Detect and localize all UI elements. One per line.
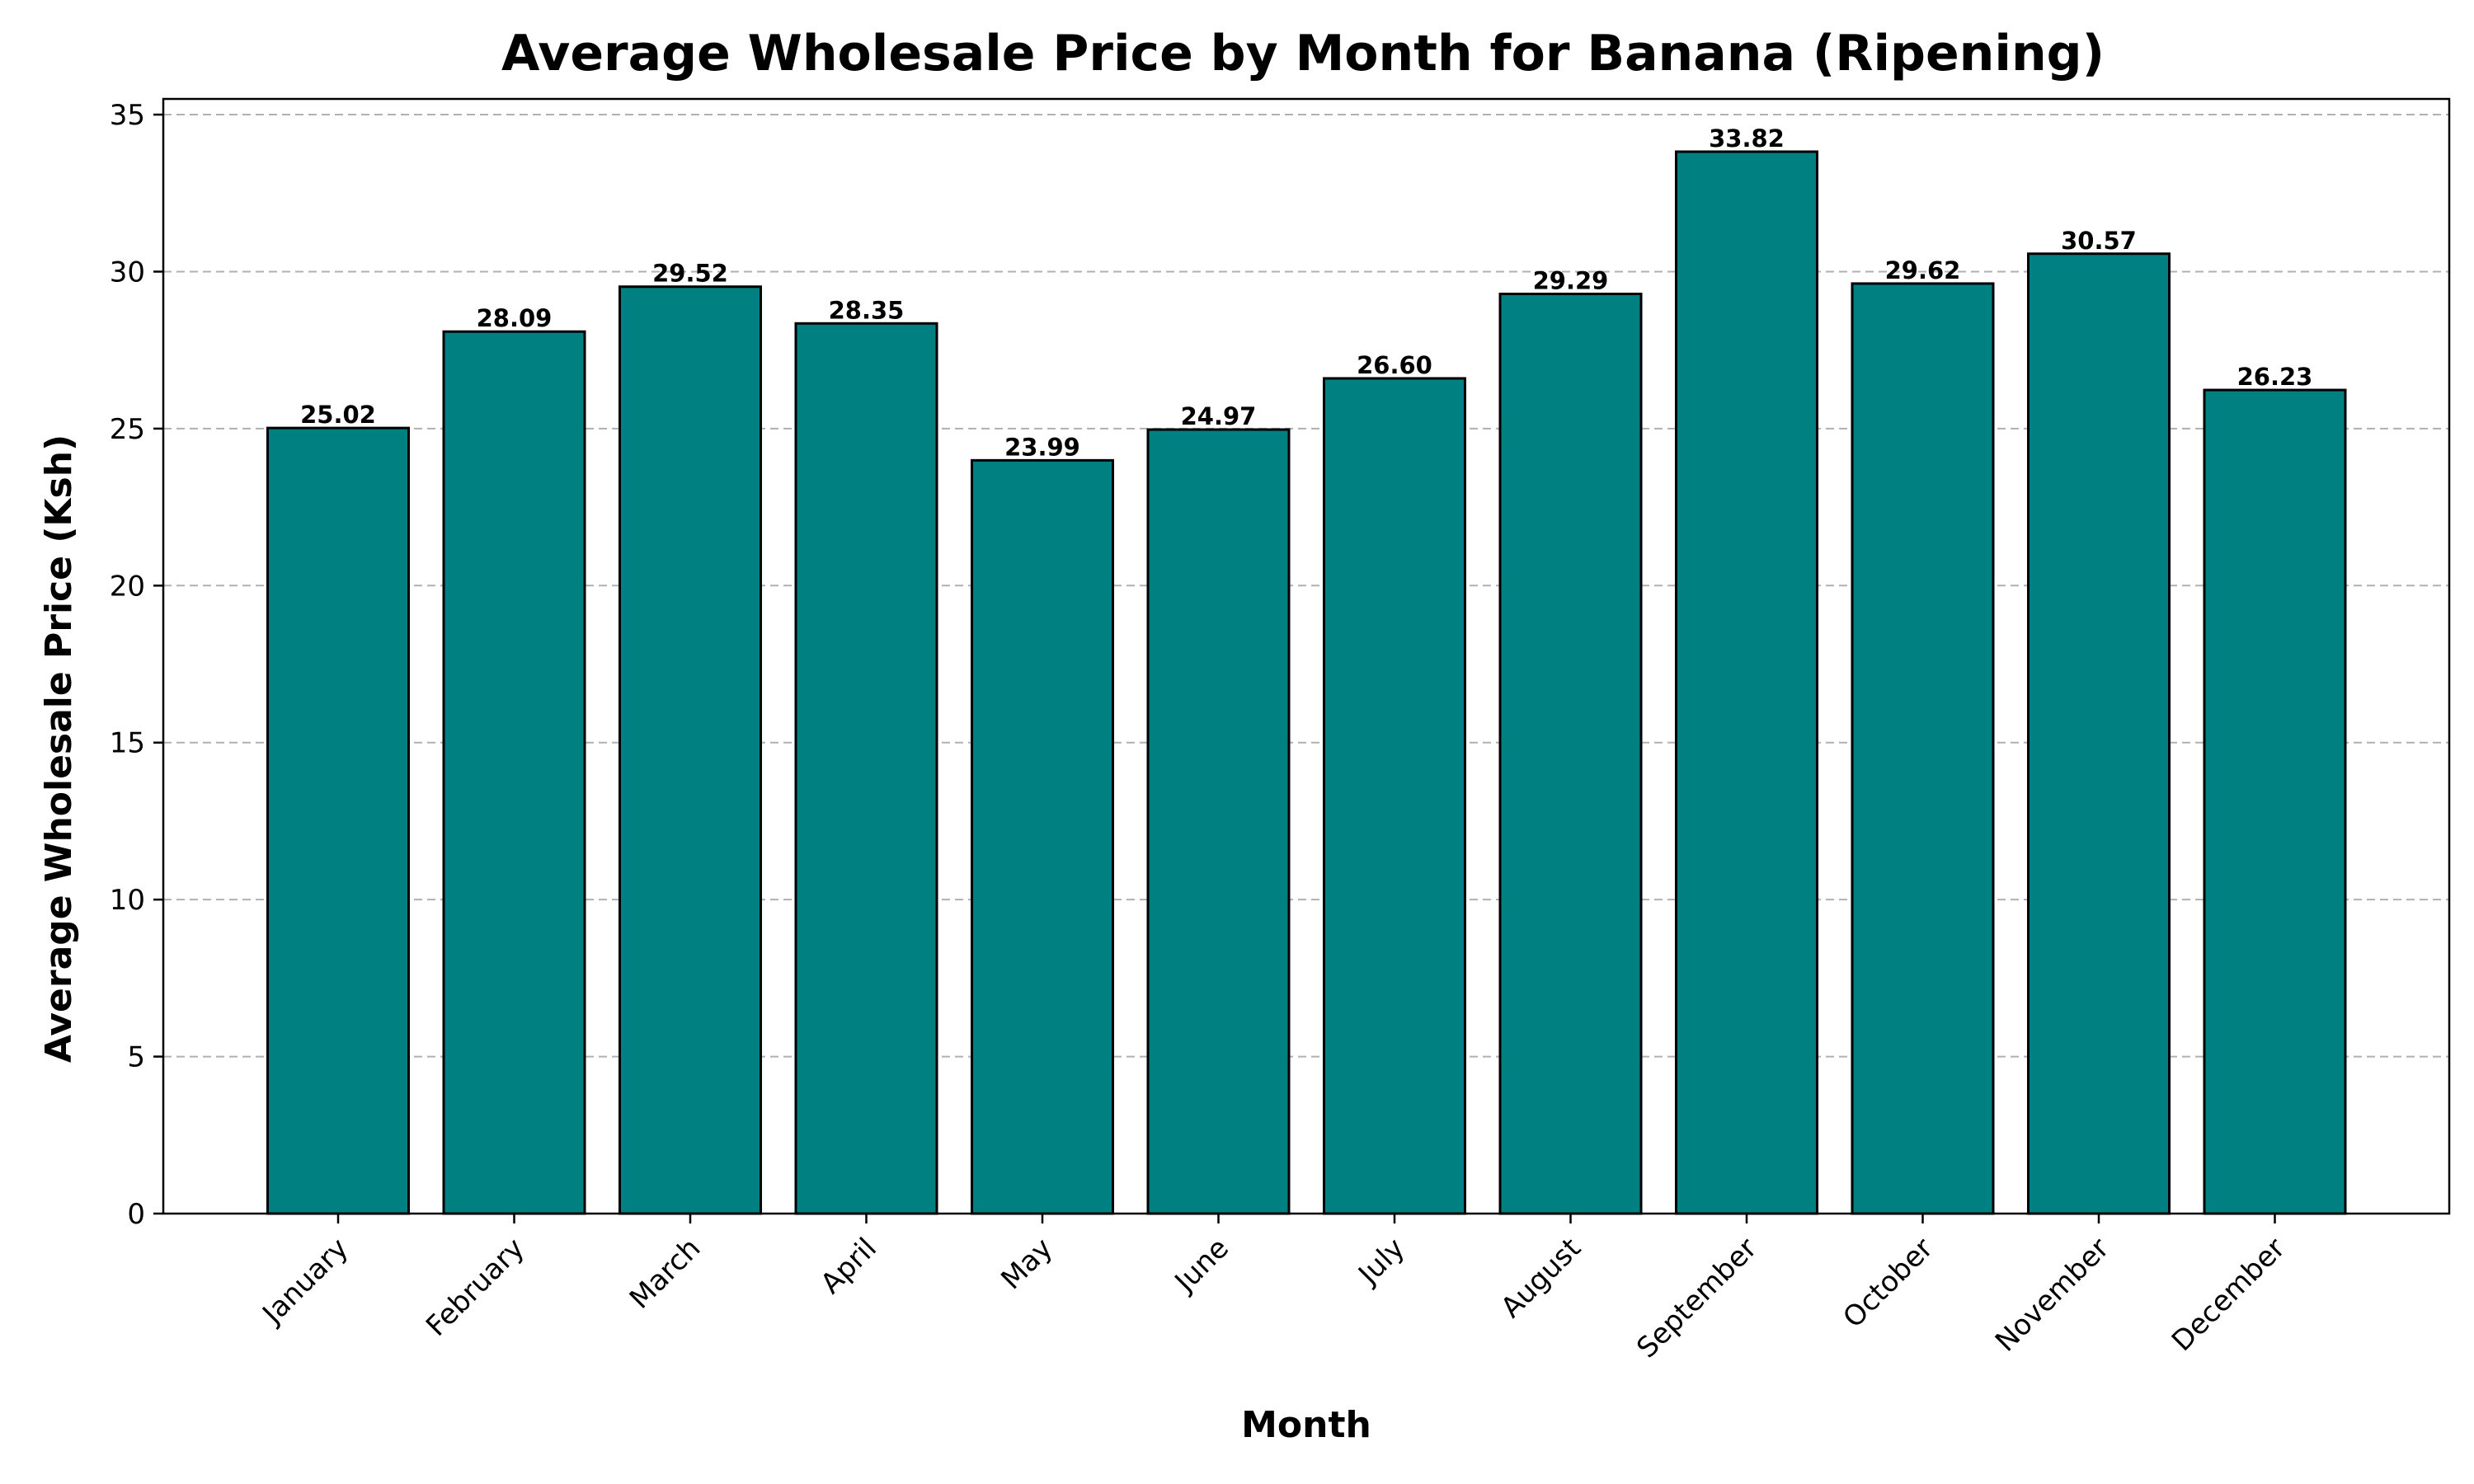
y-tick-label: 0 xyxy=(127,1198,145,1231)
bars xyxy=(266,150,2347,1215)
bar-value-label: 29.62 xyxy=(1885,256,1961,284)
bar-january xyxy=(266,426,410,1215)
x-axis-ticks: January February March April May June July Augu… xyxy=(256,1214,2292,1364)
bar-value-label: 26.23 xyxy=(2237,363,2313,391)
plot-area-frame xyxy=(162,97,2451,1215)
chart-title: Average Wholesale Price by Month for Ban… xyxy=(501,25,2105,82)
value-labels: 25.02 28.09 29.52 28.35 23.99 24.97 26.60 29.29… xyxy=(300,124,2312,461)
bar-value-label: 29.29 xyxy=(1533,267,1609,295)
y-axis-label: Average Wholesale Price (Ksh) xyxy=(38,434,80,1063)
bar-value-label: 30.57 xyxy=(2061,227,2137,255)
bar-june xyxy=(1146,428,1291,1215)
x-tick-label: July xyxy=(1351,1232,1411,1292)
bar-value-label: 24.97 xyxy=(1181,402,1257,430)
x-tick-label: March xyxy=(623,1232,708,1316)
bar-february xyxy=(442,330,586,1215)
y-tick-label: 20 xyxy=(110,570,145,603)
x-tick-label: October xyxy=(1837,1232,1940,1335)
bar-value-label: 28.09 xyxy=(477,304,553,332)
x-axis-label: Month xyxy=(1241,1404,1371,1446)
y-tick-label: 25 xyxy=(110,413,145,446)
bar-august xyxy=(1498,293,1643,1215)
x-tick-label: February xyxy=(420,1232,531,1343)
y-tick-label: 5 xyxy=(127,1041,145,1074)
bar-value-label: 28.35 xyxy=(829,296,905,324)
bar-october xyxy=(1851,282,1995,1215)
x-tick-label: August xyxy=(1494,1232,1587,1324)
bar-april xyxy=(794,322,938,1215)
y-axis-ticks: 0 5 10 15 20 25 30 35 xyxy=(110,99,163,1231)
x-tick-label: May xyxy=(995,1232,1059,1296)
x-tick-label: January xyxy=(256,1232,355,1331)
y-tick-label: 30 xyxy=(110,256,145,289)
bar-value-label: 26.60 xyxy=(1357,351,1432,379)
x-tick-label: November xyxy=(1989,1232,2115,1358)
x-tick-label: April xyxy=(815,1232,883,1300)
bar-september xyxy=(1675,150,1818,1215)
bar-value-label: 25.02 xyxy=(300,401,376,429)
bar-value-label: 29.52 xyxy=(652,260,728,288)
bar-july xyxy=(1323,377,1466,1215)
x-tick-label: September xyxy=(1630,1232,1763,1364)
x-tick-label: December xyxy=(2166,1232,2292,1358)
y-tick-label: 35 xyxy=(110,99,145,132)
y-tick-label: 10 xyxy=(110,884,145,917)
y-tick-label: 15 xyxy=(110,727,145,760)
bar-may xyxy=(971,458,1114,1215)
x-tick-label: June xyxy=(1168,1232,1235,1299)
bar-november xyxy=(2027,252,2171,1215)
bar-value-label: 23.99 xyxy=(1004,433,1080,461)
bar-value-label: 33.82 xyxy=(1709,124,1785,153)
bar-december xyxy=(2203,388,2347,1215)
bar-march xyxy=(618,285,762,1215)
